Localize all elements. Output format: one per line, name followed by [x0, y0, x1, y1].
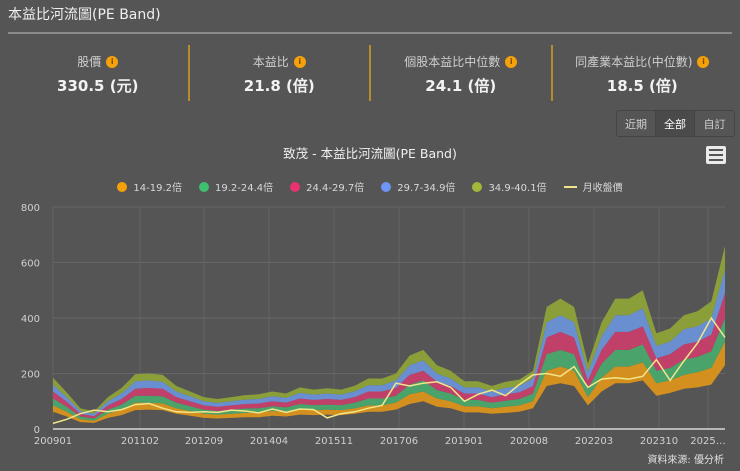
svg-text:202008: 202008: [510, 436, 548, 447]
legend-item-band-5[interactable]: 34.9-40.1倍: [472, 179, 547, 194]
stats-row: 股價 i 330.5 (元) 本益比 i 21.8 (倍) 個股本益比中位數 i 24…: [8, 45, 732, 101]
data-source: 資料來源: 優分析: [647, 455, 724, 466]
svg-text:201901: 201901: [445, 436, 483, 447]
svg-text:200901: 200901: [34, 436, 72, 447]
svg-text:0: 0: [34, 425, 40, 436]
info-icon[interactable]: i: [697, 55, 710, 68]
legend-item-price[interactable]: 月收盤價: [563, 179, 623, 194]
title-divider: [8, 32, 732, 34]
svg-text:201209: 201209: [185, 436, 223, 447]
legend-dot-icon: [199, 181, 210, 192]
svg-text:202203: 202203: [575, 436, 613, 447]
svg-text:201706: 201706: [380, 436, 418, 447]
svg-text:400: 400: [21, 314, 40, 325]
stat-pe: 本益比 i 21.8 (倍): [190, 45, 371, 101]
legend-item-band-2[interactable]: 19.2-24.4倍: [199, 179, 273, 194]
svg-text:201102: 201102: [121, 436, 159, 447]
stat-value: 24.1 (倍): [425, 77, 497, 95]
stat-value: 21.8 (倍): [243, 77, 315, 95]
legend-line-icon: [563, 185, 577, 188]
range-recent-button[interactable]: 近期: [617, 111, 656, 136]
svg-text:201511: 201511: [315, 436, 353, 447]
stat-label: 股價: [77, 55, 102, 69]
stat-label: 個股本益比中位數: [404, 55, 501, 69]
stat-pe-median: 個股本益比中位數 i 24.1 (倍): [371, 45, 553, 101]
info-icon[interactable]: i: [293, 55, 306, 68]
svg-text:2025…: 2025…: [690, 436, 725, 447]
range-selector: 近期 全部 自訂: [616, 110, 735, 137]
legend-item-band-1[interactable]: 14-19.2倍: [117, 179, 182, 194]
stat-value: 18.5 (倍): [606, 77, 678, 95]
info-icon[interactable]: i: [505, 55, 518, 68]
info-icon[interactable]: i: [106, 55, 119, 68]
page-title: 本益比河流圖(PE Band): [8, 7, 161, 23]
svg-text:202310: 202310: [640, 436, 678, 447]
chart-legend: 14-19.2倍 19.2-24.4倍 24.4-29.7倍 29.7-34.9…: [0, 179, 740, 194]
legend-dot-icon: [290, 181, 301, 192]
svg-text:800: 800: [21, 203, 40, 214]
svg-text:201404: 201404: [250, 436, 288, 447]
hamburger-menu-icon[interactable]: [706, 146, 726, 164]
legend-dot-icon: [472, 181, 483, 192]
stat-value: 330.5 (元): [57, 77, 139, 95]
svg-text:200: 200: [21, 370, 40, 381]
range-custom-button[interactable]: 自訂: [695, 111, 734, 136]
svg-text:600: 600: [21, 259, 40, 270]
chart-title: 致茂 - 本益比河流圖(PE Band): [283, 146, 457, 161]
stat-industry-pe: 同產業本益比(中位數) i 18.5 (倍): [553, 45, 733, 101]
stat-label: 本益比: [252, 55, 289, 69]
range-all-button[interactable]: 全部: [656, 111, 695, 136]
stat-price: 股價 i 330.5 (元): [8, 45, 190, 101]
legend-item-band-3[interactable]: 24.4-29.7倍: [290, 179, 364, 194]
legend-dot-icon: [117, 181, 128, 192]
legend-item-band-4[interactable]: 29.7-34.9倍: [381, 179, 455, 194]
legend-dot-icon: [381, 181, 392, 192]
stat-label: 同產業本益比(中位數): [575, 55, 693, 69]
